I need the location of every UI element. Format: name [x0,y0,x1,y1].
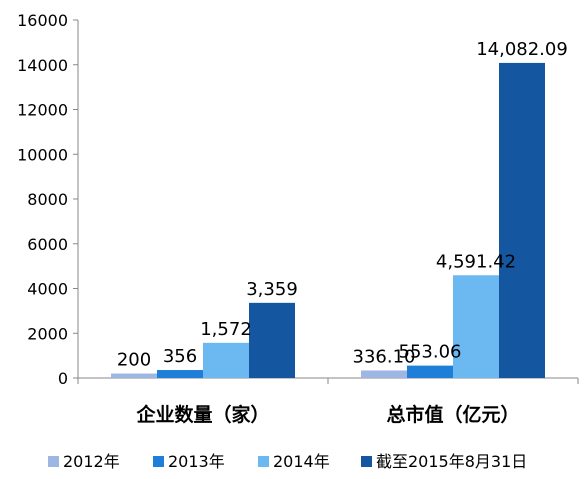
legend-swatch [258,456,269,467]
y-tick-label: 8000 [27,190,68,209]
legend-swatch [48,456,59,467]
y-tick-label: 6000 [27,235,68,254]
legend-item: 2012年 [48,452,120,471]
data-label: 4,591.42 [436,251,516,272]
data-label: 356 [163,346,197,367]
legend: 2012年 2013年 2014年 截至2015年8月31日 [48,452,527,471]
legend-item: 截至2015年8月31日 [361,452,527,471]
bar [499,62,545,378]
y-tick-label: 14000 [17,56,68,75]
bar [111,373,157,378]
data-label: 336.10 [353,346,416,367]
bar [157,370,203,378]
category-label: 总市值（亿元） [386,403,519,426]
legend-item: 2014年 [258,452,330,471]
y-tick-label: 16000 [17,11,68,30]
y-tick-label: 0 [58,369,68,388]
bar [453,275,499,378]
data-label: 200 [117,350,151,371]
legend-label: 2014年 [273,452,330,471]
legend-label: 截至2015年8月31日 [376,452,527,471]
bar [407,365,453,378]
legend-swatch [361,456,372,467]
legend-item: 2013年 [153,452,225,471]
bar [203,342,249,378]
bar [249,302,295,378]
data-label: 14,082.09 [476,39,568,60]
legend-swatch [153,456,164,467]
bar [361,370,407,378]
legend-label: 2013年 [168,452,225,471]
bars [111,62,545,378]
y-tick-label: 4000 [27,280,68,299]
axes: 0 2000 4000 6000 8000 10000 12000 14000 16000 [17,11,579,388]
legend-label: 2012年 [63,452,120,471]
category-labels: 企业数量（家） 总市值（亿元） [135,403,519,426]
category-label: 企业数量（家） [135,403,269,426]
y-tick-label: 10000 [17,145,68,164]
data-label: 553.06 [399,342,462,363]
data-label: 1,572 [200,319,252,340]
y-tick-label: 2000 [27,324,68,343]
y-tick-label: 12000 [17,101,68,120]
data-label: 3,359 [246,279,298,300]
